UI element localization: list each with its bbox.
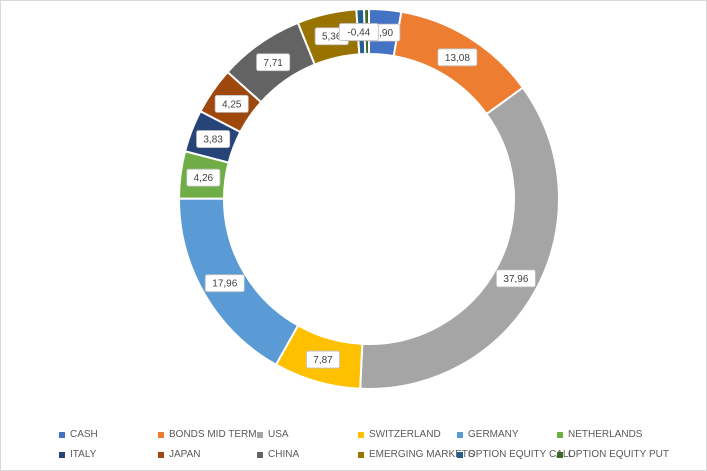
data-label-box-italy bbox=[196, 130, 231, 148]
legend-swatch-usa bbox=[257, 431, 263, 438]
data-label-china: 7,71 bbox=[256, 53, 291, 72]
data-label-text-emerging-markets: 5,36 bbox=[322, 32, 342, 43]
legend-row-1: CASH BONDS MID TERM USA SWITZERLAND GERM… bbox=[1, 429, 706, 449]
data-label-option-equity-put: -0,44 bbox=[338, 23, 379, 41]
legend-item-emerging-markets: EMERGING MARKETS bbox=[358, 449, 475, 460]
data-label-text-italy: 3,83 bbox=[203, 135, 223, 146]
data-label-box-switzerland bbox=[306, 350, 341, 369]
legend-swatch-china bbox=[257, 451, 263, 458]
legend-swatch-switzerland bbox=[358, 431, 364, 438]
data-label-text-netherlands: 4,26 bbox=[194, 173, 214, 184]
legend-item-bonds-mid-term: BONDS MID TERM bbox=[158, 429, 257, 440]
legend-swatch-cash bbox=[59, 431, 65, 438]
legend-label-option-equity-put: OPTION EQUITY PUT bbox=[568, 449, 669, 460]
legend-label-germany: GERMANY bbox=[468, 429, 519, 440]
data-label-text-cash: 2,90 bbox=[374, 28, 394, 39]
legend-item-italy: ITALY bbox=[59, 449, 96, 460]
legend-label-china: CHINA bbox=[268, 449, 300, 460]
data-label-text-japan: 4,25 bbox=[222, 99, 242, 110]
legend-item-option-equity-put: OPTION EQUITY PUT bbox=[557, 449, 669, 460]
legend-swatch-option-equity-put bbox=[557, 451, 563, 458]
data-label-japan: 4,25 bbox=[214, 94, 249, 113]
data-label-text-china: 7,71 bbox=[263, 58, 283, 69]
legend-label-netherlands: NETHERLANDS bbox=[568, 429, 643, 440]
data-label-box-germany bbox=[204, 274, 245, 293]
legend-swatch-bonds-mid-term bbox=[158, 431, 164, 438]
legend-swatch-emerging-markets bbox=[358, 451, 364, 458]
data-label-bonds-mid-term: 13,08 bbox=[437, 48, 478, 67]
data-label-netherlands: 4,26 bbox=[186, 168, 221, 187]
legend-item-netherlands: NETHERLANDS bbox=[557, 429, 642, 440]
legend-item-japan: JAPAN bbox=[158, 449, 201, 460]
data-label-text-bonds-mid-term: 13,08 bbox=[445, 53, 470, 64]
data-label-italy: 3,83 bbox=[196, 130, 231, 148]
data-label-text-option-equity-put: -0,44 bbox=[347, 28, 370, 39]
legend-item-option-equity-call: OPTION EQUITY CALL bbox=[457, 449, 574, 460]
legend-item-germany: GERMANY bbox=[457, 429, 519, 440]
data-label-box-usa bbox=[496, 269, 536, 288]
legend-swatch-netherlands bbox=[557, 431, 563, 438]
data-label-box-option-equity-put bbox=[338, 23, 379, 41]
legend-swatch-option-equity-call bbox=[457, 451, 463, 458]
legend-item-china: CHINA bbox=[257, 449, 299, 460]
data-label-switzerland: 7,87 bbox=[306, 350, 341, 369]
legend-swatch-germany bbox=[457, 431, 463, 438]
data-label-box-china bbox=[256, 53, 291, 72]
data-label-box-bonds-mid-term bbox=[437, 48, 478, 67]
data-label-text-switzerland: 7,87 bbox=[313, 355, 333, 366]
legend: CASH BONDS MID TERM USA SWITZERLAND GERM… bbox=[1, 429, 706, 469]
legend-label-cash: CASH bbox=[70, 429, 98, 440]
legend-row-2: ITALY JAPAN CHINA EMERGING MARKETS OPTIO… bbox=[1, 449, 706, 469]
legend-label-japan: JAPAN bbox=[169, 449, 201, 460]
data-label-germany: 17,96 bbox=[204, 274, 245, 293]
data-label-box-netherlands bbox=[186, 168, 221, 187]
legend-label-emerging-markets: EMERGING MARKETS bbox=[369, 449, 475, 460]
legend-item-cash: CASH bbox=[59, 429, 98, 440]
legend-item-usa: USA bbox=[257, 429, 289, 440]
legend-item-switzerland: SWITZERLAND bbox=[358, 429, 441, 440]
data-label-usa: 37,96 bbox=[496, 269, 536, 288]
data-label-box-japan bbox=[214, 94, 249, 113]
legend-swatch-italy bbox=[59, 451, 65, 458]
legend-label-usa: USA bbox=[268, 429, 289, 440]
legend-swatch-japan bbox=[158, 451, 164, 458]
legend-label-option-equity-call: OPTION EQUITY CALL bbox=[468, 449, 574, 460]
data-label-text-usa: 37,96 bbox=[503, 274, 528, 285]
data-label-text-germany: 17,96 bbox=[212, 279, 237, 290]
legend-label-italy: ITALY bbox=[70, 449, 97, 460]
legend-label-switzerland: SWITZERLAND bbox=[369, 429, 441, 440]
legend-label-bonds-mid-term: BONDS MID TERM bbox=[169, 429, 257, 440]
slice-usa bbox=[359, 86, 560, 390]
